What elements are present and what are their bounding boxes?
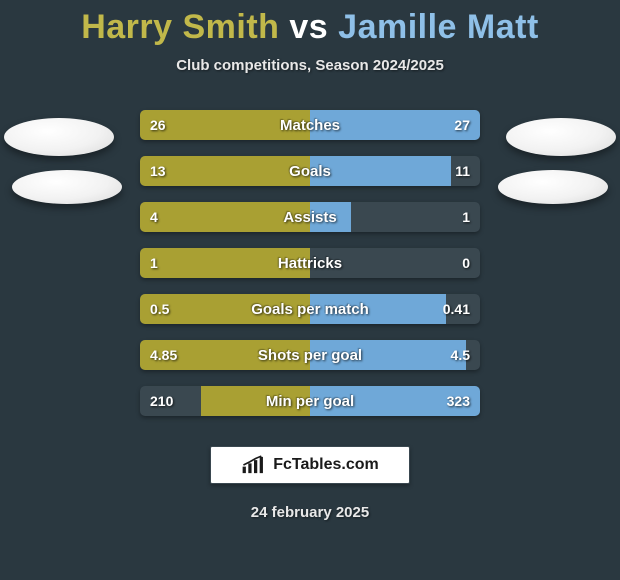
player2-photo-placeholder-2 [498, 170, 608, 204]
stat-row: Assists41 [140, 202, 480, 232]
stat-row: Hattricks10 [140, 248, 480, 278]
player1-photo-placeholder-2 [12, 170, 122, 204]
stat-bars-container: Matches2627 Goals1311 Assists41 Hattricks10… [140, 110, 480, 432]
stat-row: Goals1311 [140, 156, 480, 186]
player2-photo-placeholder-1 [506, 118, 616, 156]
stat-row: Shots per goal4.854.5 [140, 340, 480, 370]
source-logo: FcTables.com [210, 446, 410, 484]
player1-name: Harry Smith [81, 8, 279, 46]
stat-row: Matches2627 [140, 110, 480, 140]
stat-row: Goals per match0.50.41 [140, 294, 480, 324]
subtitle: Club competitions, Season 2024/2025 [0, 57, 620, 74]
stat-row: Min per goal210323 [140, 386, 480, 416]
source-logo-text: FcTables.com [273, 456, 379, 474]
comparison-title: Harry Smith vs Jamille Matt [0, 0, 620, 47]
comparison-stage: Matches2627 Goals1311 Assists41 Hattricks10… [0, 104, 620, 424]
date: 24 february 2025 [0, 504, 620, 521]
player2-name: Jamille Matt [338, 8, 539, 46]
vs-text: vs [289, 8, 328, 46]
chart-icon [241, 454, 267, 476]
player1-photo-placeholder-1 [4, 118, 114, 156]
